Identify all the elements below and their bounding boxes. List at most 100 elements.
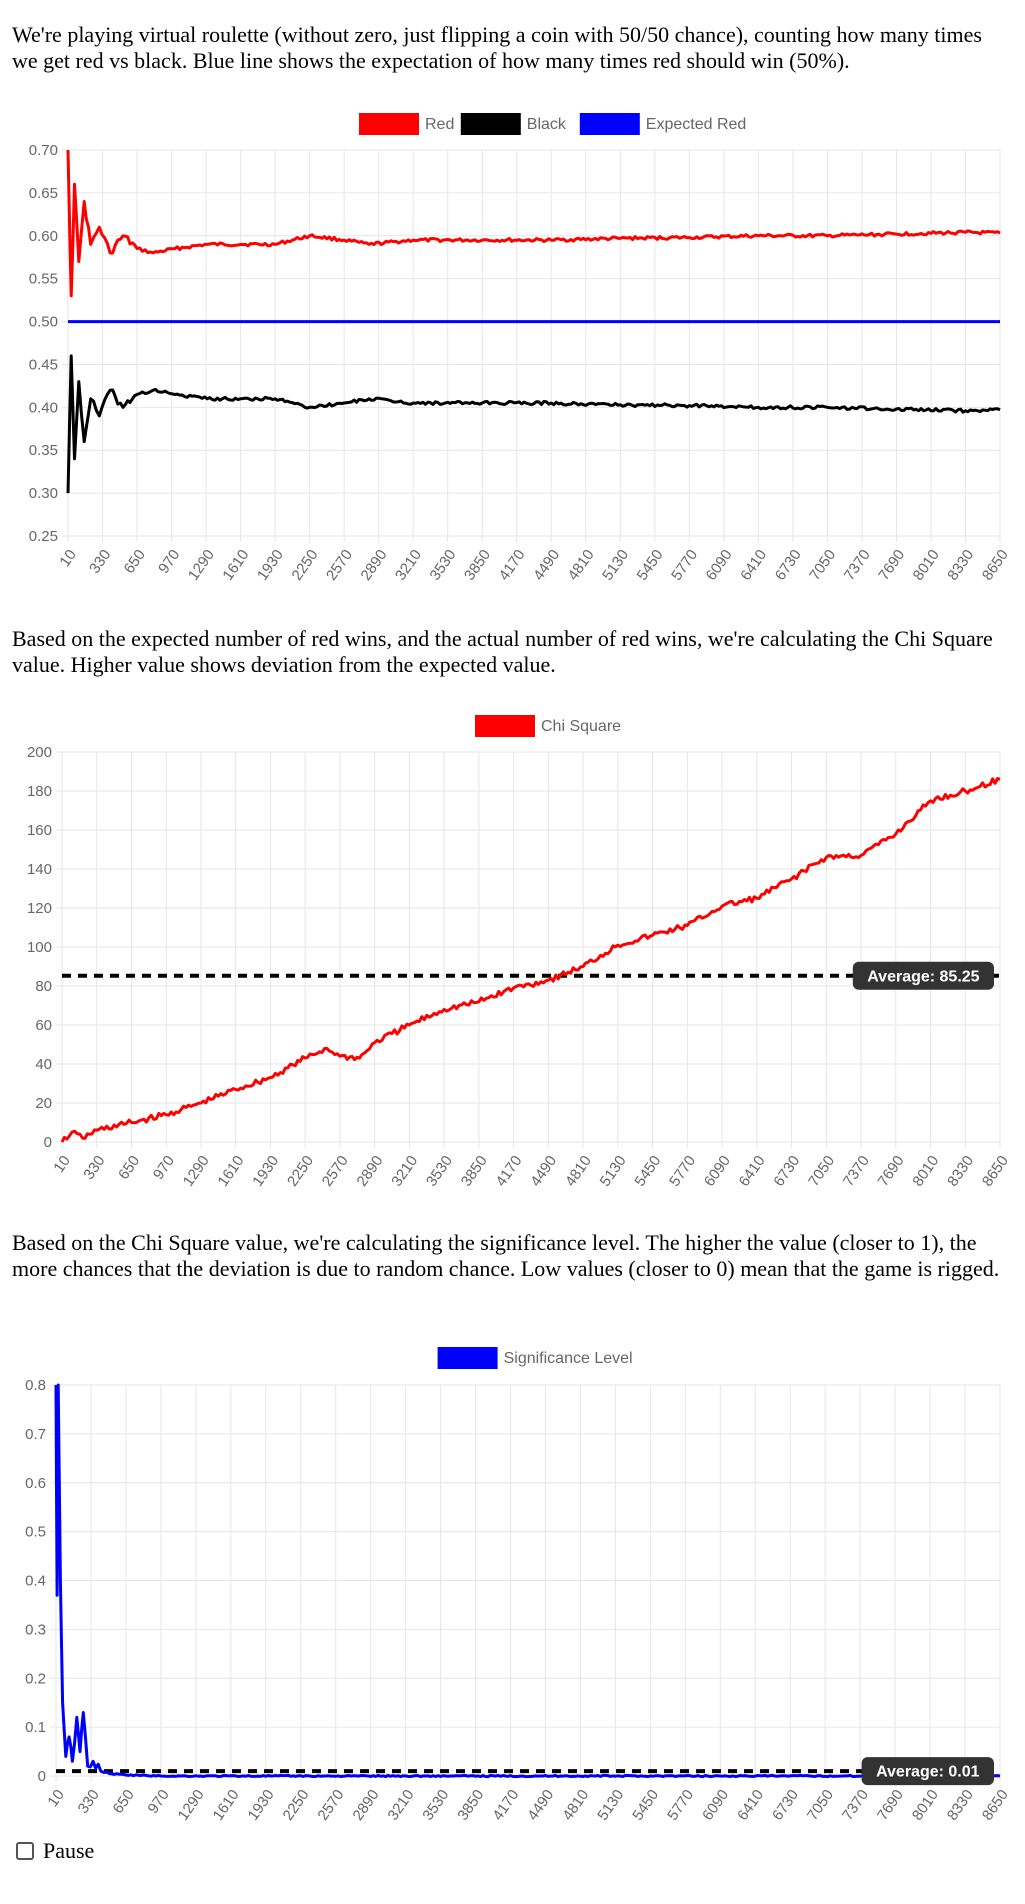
x-tick-label: 1290 bbox=[175, 1787, 208, 1824]
x-tick-label: 4170 bbox=[492, 1153, 525, 1190]
legend-label: Black bbox=[527, 116, 567, 133]
y-tick-label: 200 bbox=[27, 744, 52, 761]
x-tick-label: 1610 bbox=[219, 547, 252, 584]
x-tick-label: 2570 bbox=[323, 547, 356, 584]
pause-checkbox[interactable] bbox=[16, 1842, 34, 1860]
y-tick-label: 0.50 bbox=[29, 314, 58, 331]
y-tick-label: 0 bbox=[44, 1134, 52, 1151]
x-tick-label: 2890 bbox=[349, 1787, 382, 1824]
legend-swatch bbox=[580, 113, 640, 135]
y-tick-label: 0.6 bbox=[25, 1475, 46, 1492]
x-tick-label: 5450 bbox=[629, 1787, 662, 1824]
x-tick-label: 6730 bbox=[769, 1787, 802, 1824]
y-tick-label: 40 bbox=[35, 1056, 52, 1073]
average-label: Average: 0.01 bbox=[876, 1764, 980, 1781]
x-tick-label: 8330 bbox=[944, 1153, 977, 1190]
average-label: Average: 85.25 bbox=[867, 968, 979, 985]
x-tick-label: 7690 bbox=[874, 1787, 907, 1824]
chi-square-chart: 2001801601401201008060402001033065097012… bbox=[0, 702, 1025, 1207]
y-tick-label: 100 bbox=[27, 939, 52, 956]
x-tick-label: 6730 bbox=[772, 547, 805, 584]
y-tick-label: 0.65 bbox=[29, 185, 58, 202]
legend-swatch bbox=[475, 715, 535, 737]
x-tick-label: 4810 bbox=[559, 1787, 592, 1824]
y-tick-label: 0.45 bbox=[29, 356, 58, 373]
x-tick-label: 4810 bbox=[565, 547, 598, 584]
x-tick-label: 1290 bbox=[185, 547, 218, 584]
y-tick-label: 0.60 bbox=[29, 228, 58, 245]
x-tick-label: 6410 bbox=[737, 547, 770, 584]
y-tick-label: 0.5 bbox=[25, 1524, 46, 1541]
legend-swatch bbox=[359, 113, 419, 135]
y-tick-label: 180 bbox=[27, 783, 52, 800]
x-tick-label: 2250 bbox=[284, 1153, 317, 1190]
legend-label: Chi Square bbox=[541, 718, 621, 735]
x-tick-label: 2570 bbox=[315, 1787, 348, 1824]
x-tick-label: 1930 bbox=[245, 1787, 278, 1824]
x-tick-label: 8330 bbox=[944, 1787, 977, 1824]
x-tick-label: 3850 bbox=[458, 1153, 491, 1190]
y-tick-label: 0.55 bbox=[29, 271, 58, 288]
x-tick-label: 4490 bbox=[524, 1787, 557, 1824]
y-tick-label: 160 bbox=[27, 822, 52, 839]
y-tick-label: 60 bbox=[35, 1017, 52, 1034]
y-tick-label: 80 bbox=[35, 978, 52, 995]
x-tick-label: 4490 bbox=[527, 1153, 560, 1190]
intro-paragraph: We're playing virtual roulette (without … bbox=[12, 22, 1012, 74]
x-tick-label: 10 bbox=[50, 1153, 73, 1176]
x-tick-label: 8330 bbox=[944, 547, 977, 584]
x-tick-label: 330 bbox=[86, 547, 114, 577]
x-tick-label: 7050 bbox=[804, 1787, 837, 1824]
x-tick-label: 8010 bbox=[909, 1153, 942, 1190]
y-tick-label: 0.7 bbox=[25, 1426, 46, 1443]
x-tick-label: 8650 bbox=[979, 1787, 1012, 1824]
x-tick-label: 8650 bbox=[979, 1153, 1012, 1190]
x-tick-label: 7370 bbox=[841, 547, 874, 584]
y-tick-label: 120 bbox=[27, 900, 52, 917]
x-tick-label: 7690 bbox=[875, 1153, 908, 1190]
x-tick-label: 4170 bbox=[489, 1787, 522, 1824]
x-tick-label: 5770 bbox=[664, 1787, 697, 1824]
significance-chart: 0.80.70.60.50.40.30.20.10103306509701290… bbox=[0, 1330, 1025, 1835]
y-tick-label: 140 bbox=[27, 861, 52, 878]
x-tick-label: 2570 bbox=[319, 1153, 352, 1190]
x-tick-label: 3850 bbox=[461, 547, 494, 584]
significance-paragraph: Based on the Chi Square value, we're cal… bbox=[12, 1230, 1012, 1282]
x-tick-label: 1930 bbox=[254, 547, 287, 584]
series-line-red bbox=[68, 150, 1000, 296]
y-tick-label: 0.30 bbox=[29, 485, 58, 502]
x-tick-label: 4170 bbox=[496, 547, 529, 584]
x-tick-label: 7370 bbox=[839, 1787, 872, 1824]
y-tick-label: 0.40 bbox=[29, 399, 58, 416]
x-tick-label: 2890 bbox=[357, 547, 390, 584]
x-tick-label: 2250 bbox=[280, 1787, 313, 1824]
legend-label: Red bbox=[425, 116, 454, 133]
x-tick-label: 5130 bbox=[594, 1787, 627, 1824]
legend-label: Significance Level bbox=[504, 1350, 633, 1367]
pause-control[interactable]: Pause bbox=[16, 1838, 94, 1864]
legend-swatch bbox=[461, 113, 521, 135]
x-tick-label: 6410 bbox=[734, 1787, 767, 1824]
x-tick-label: 10 bbox=[44, 1787, 67, 1810]
x-tick-label: 3210 bbox=[384, 1787, 417, 1824]
x-tick-label: 650 bbox=[115, 1153, 143, 1183]
x-tick-label: 650 bbox=[121, 547, 149, 577]
x-tick-label: 7050 bbox=[805, 1153, 838, 1190]
x-tick-label: 7050 bbox=[806, 547, 839, 584]
roulette-ratio-chart: 0.700.650.600.550.500.450.400.350.300.25… bbox=[0, 100, 1025, 605]
x-tick-label: 3210 bbox=[392, 547, 425, 584]
y-tick-label: 0 bbox=[38, 1768, 46, 1785]
x-tick-label: 3530 bbox=[423, 1153, 456, 1190]
x-tick-label: 2250 bbox=[288, 547, 321, 584]
x-tick-label: 650 bbox=[110, 1787, 138, 1817]
y-tick-label: 0.2 bbox=[25, 1670, 46, 1687]
y-tick-label: 0.35 bbox=[29, 442, 58, 459]
x-tick-label: 8010 bbox=[909, 1787, 942, 1824]
x-tick-label: 3850 bbox=[454, 1787, 487, 1824]
x-tick-label: 10 bbox=[56, 547, 79, 570]
x-tick-label: 5450 bbox=[634, 547, 667, 584]
x-tick-label: 1610 bbox=[215, 1153, 248, 1190]
x-tick-label: 1930 bbox=[249, 1153, 282, 1190]
x-tick-label: 1610 bbox=[210, 1787, 243, 1824]
x-tick-label: 8650 bbox=[979, 547, 1012, 584]
